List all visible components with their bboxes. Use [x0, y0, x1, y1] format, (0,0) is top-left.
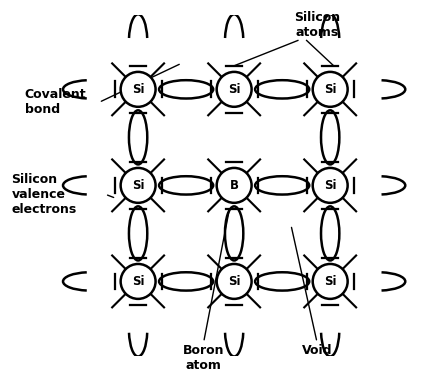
Circle shape — [313, 72, 347, 107]
Text: Si: Si — [228, 275, 240, 288]
Circle shape — [217, 264, 251, 299]
Text: Si: Si — [324, 179, 336, 192]
Circle shape — [121, 264, 156, 299]
Text: Si: Si — [132, 179, 144, 192]
Circle shape — [313, 168, 347, 203]
Circle shape — [217, 72, 251, 107]
Text: Si: Si — [132, 275, 144, 288]
Text: Si: Si — [324, 83, 336, 96]
Text: Covalent
bond: Covalent bond — [24, 88, 86, 116]
Text: Boron
atom: Boron atom — [183, 344, 224, 372]
Text: Si: Si — [228, 83, 240, 96]
Text: Silicon
atoms: Silicon atoms — [294, 11, 340, 39]
Circle shape — [217, 168, 251, 203]
Circle shape — [313, 264, 347, 299]
Text: Void: Void — [302, 344, 332, 357]
Text: B: B — [230, 179, 239, 192]
Text: Si: Si — [324, 275, 336, 288]
Text: Si: Si — [132, 83, 144, 96]
Circle shape — [121, 168, 156, 203]
Circle shape — [121, 72, 156, 107]
Text: Silicon
valence
electrons: Silicon valence electrons — [12, 173, 77, 215]
